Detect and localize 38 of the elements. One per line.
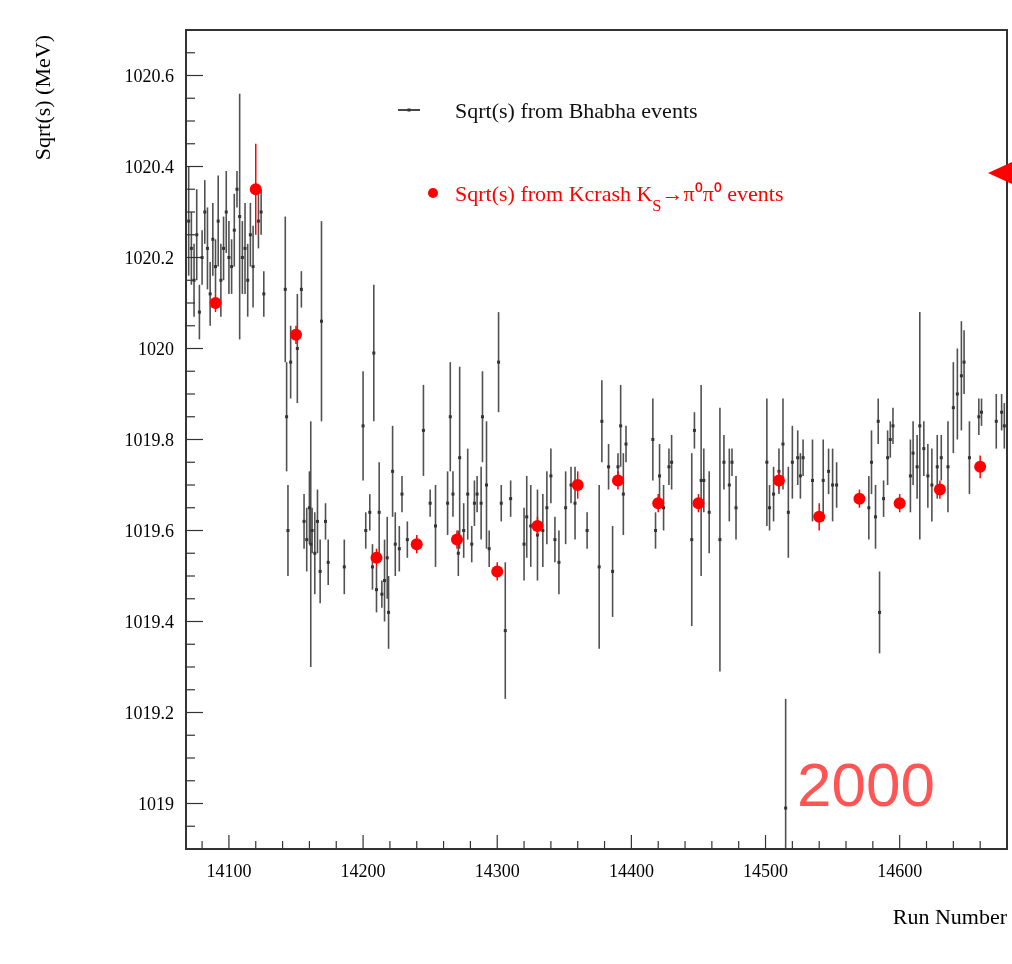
- y-tick-label: 1020.4: [124, 156, 174, 177]
- point: [249, 183, 262, 196]
- point: [290, 328, 302, 341]
- point: [813, 510, 826, 523]
- y-axis-title: Sqrt(s) (MeV): [30, 35, 55, 161]
- x-tick-label: 14400: [608, 861, 654, 881]
- point: [611, 474, 624, 487]
- x-tick-label: 14100: [206, 861, 252, 881]
- point: [370, 551, 383, 564]
- point: [491, 565, 504, 578]
- x-tick-label: 14500: [743, 861, 789, 881]
- point: [571, 479, 584, 491]
- y-tick-label: 1019.4: [124, 611, 174, 632]
- point: [410, 538, 423, 551]
- y-tick-label: 1020.2: [124, 247, 174, 268]
- point: [772, 474, 785, 487]
- x-tick-label: 14600: [877, 861, 923, 881]
- legend-label: Sqrt(s) from Bhabha events: [455, 98, 698, 123]
- x-axis-title: Run Number: [892, 904, 1008, 929]
- y-tick-label: 1020: [138, 338, 174, 359]
- point: [692, 497, 705, 510]
- point: [450, 533, 463, 546]
- annotation: 2000: [797, 750, 935, 819]
- point: [853, 492, 866, 505]
- y-tick-label: 1019.8: [124, 429, 174, 450]
- y-tick-label: 1019: [138, 793, 174, 814]
- x-tick-label: 14200: [340, 861, 386, 881]
- y-tick-label: 1020.6: [124, 65, 174, 86]
- point: [209, 297, 222, 309]
- legend-label: Sqrt(s) from Kcrash K$_{S}$→π⁰π⁰ events: [455, 181, 784, 215]
- point: [933, 483, 946, 496]
- point: [531, 519, 544, 532]
- x-tick-label: 14300: [474, 861, 520, 881]
- point: [652, 497, 665, 510]
- point: [974, 460, 987, 473]
- y-tick-label: 1019.6: [124, 520, 174, 541]
- y-tick-label: 1019.2: [124, 702, 174, 723]
- point: [893, 497, 906, 510]
